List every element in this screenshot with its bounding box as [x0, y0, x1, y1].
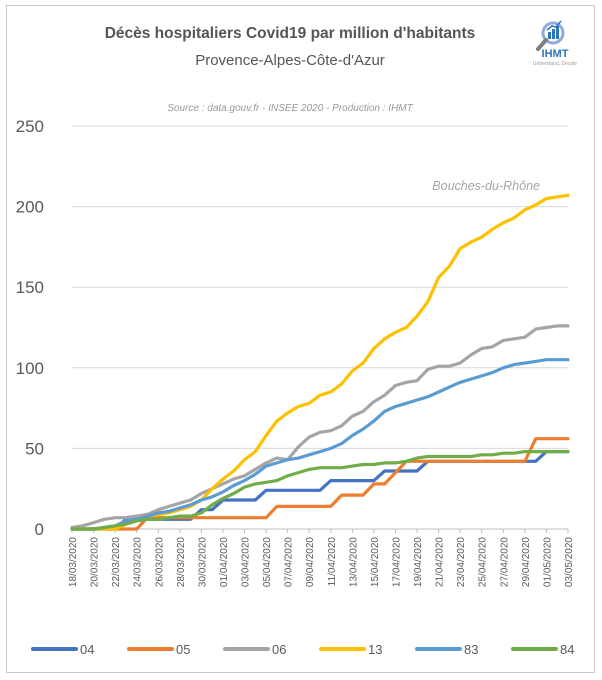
- x-tick-label: 01/05/2020: [542, 537, 553, 587]
- series-line-13: [70, 193, 570, 531]
- x-tick-label: 11/04/2020: [327, 537, 338, 587]
- chart-frame: [6, 5, 595, 673]
- x-tick-label: 25/04/2020: [478, 537, 489, 587]
- chart-source: Source : data.gouv.fr - INSEE 2020 - Pro…: [167, 103, 413, 114]
- x-tick-label: 19/04/2020: [413, 537, 424, 587]
- x-axis: 18/03/2020 20/03/2020 22/03/2020 24/03/2020…: [68, 529, 575, 587]
- x-tick-label: 24/03/2020: [133, 537, 144, 587]
- x-tick-label: 21/04/2020: [435, 537, 446, 587]
- ihmt-logo: IHMT Understand, Decide: [525, 18, 585, 73]
- y-tick-label-0: 0: [35, 520, 44, 539]
- x-tick-label: 07/04/2020: [284, 537, 295, 587]
- y-tick-label-200: 200: [16, 198, 44, 217]
- y-tick-label-150: 150: [16, 278, 44, 297]
- series-line-83: [70, 358, 570, 531]
- x-tick-label: 05/04/2020: [262, 537, 273, 587]
- x-tick-label: 09/04/2020: [305, 537, 316, 587]
- annotation-layer: Bouches-du-Rhône: [432, 179, 540, 193]
- legend-label-13: 13: [368, 642, 382, 657]
- x-tick-label: 30/03/2020: [197, 537, 208, 587]
- chart-subtitle: Provence-Alpes-Côte-d'Azur: [195, 52, 385, 69]
- x-tick-label: 01/04/2020: [219, 537, 230, 587]
- y-tick-label-100: 100: [16, 359, 44, 378]
- magnifier-chart-icon: [536, 20, 565, 51]
- grid-layer: [72, 125, 568, 530]
- x-tick-label: 03/04/2020: [241, 537, 252, 587]
- x-tick-label: 23/04/2020: [456, 537, 467, 587]
- x-tick-label: 26/03/2020: [154, 537, 165, 587]
- y-tick-label-250: 250: [16, 117, 44, 136]
- x-tick-label: 20/03/2020: [90, 537, 101, 587]
- legend-label-05: 05: [176, 642, 190, 657]
- x-tick-label: 13/04/2020: [348, 537, 359, 587]
- x-tick-label: 03/05/2020: [564, 537, 575, 587]
- x-tick-label: 27/04/2020: [499, 537, 510, 587]
- x-tick-label: 22/03/2020: [111, 537, 122, 587]
- legend: 04 05 06 13 83 84: [31, 642, 574, 657]
- x-tick-label: 28/03/2020: [176, 537, 187, 587]
- series-layer: [70, 193, 570, 531]
- legend-label-84: 84: [560, 642, 574, 657]
- series-line-06: [70, 324, 570, 530]
- legend-label-06: 06: [272, 642, 286, 657]
- legend-label-83: 83: [464, 642, 478, 657]
- annotation-bouches-du-rhone: Bouches-du-Rhône: [432, 179, 540, 193]
- legend-label-04: 04: [80, 642, 94, 657]
- x-tick-label: 15/04/2020: [370, 537, 381, 587]
- x-tick-label: 17/04/2020: [391, 537, 402, 587]
- series-line-84: [70, 450, 570, 531]
- logo-text: IHMT: [541, 48, 569, 60]
- y-tick-label-50: 50: [25, 439, 44, 458]
- x-tick-label: 18/03/2020: [68, 537, 79, 587]
- y-axis: 0 50 100 150 200 250: [16, 117, 44, 539]
- x-tick-label: 29/04/2020: [521, 537, 532, 587]
- chart-title: Décès hospitaliers Covid19 par million d…: [104, 25, 476, 42]
- logo-tagline: Understand, Decide: [532, 61, 578, 67]
